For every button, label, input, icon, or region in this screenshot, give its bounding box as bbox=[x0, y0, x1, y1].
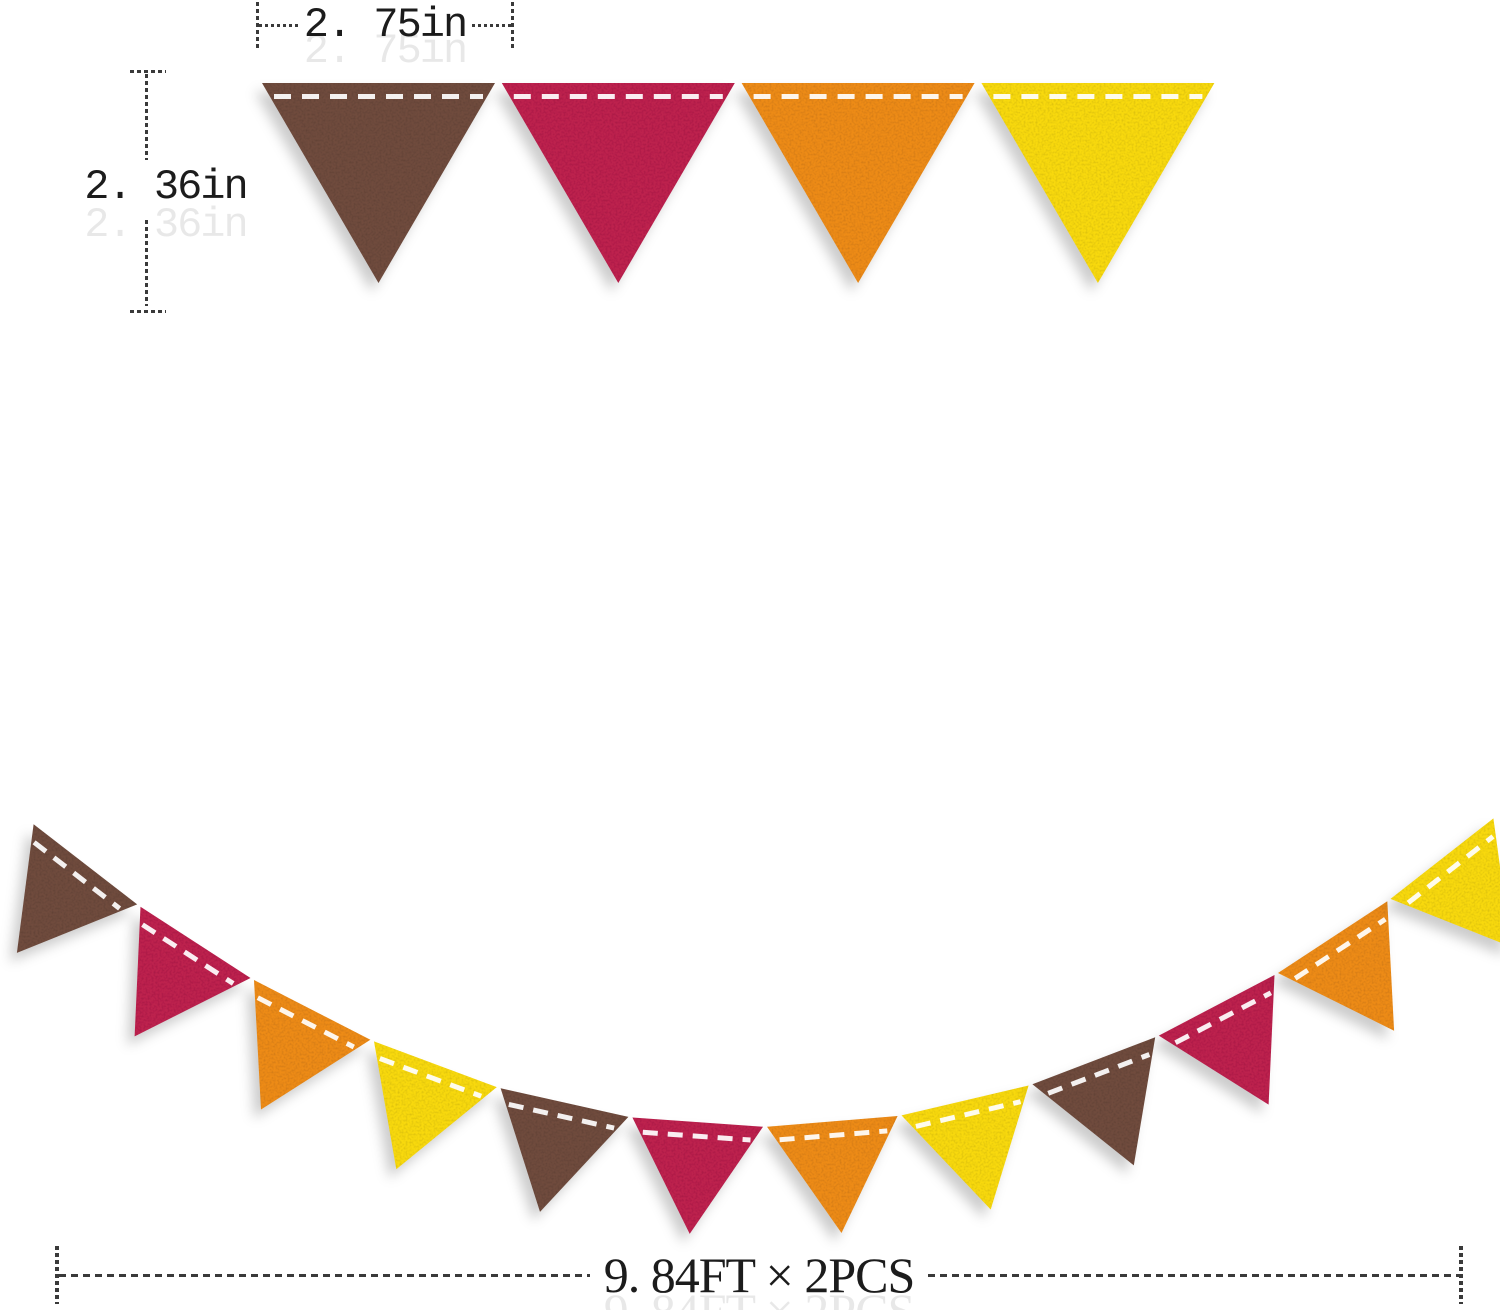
dimension-dotted-line bbox=[472, 23, 511, 27]
pennant-flag-orange bbox=[741, 83, 975, 283]
pennant-garland bbox=[16, 818, 1500, 1234]
banner-length-dimension: 9. 84FT × 2PCS bbox=[55, 1244, 1464, 1306]
stitch-line bbox=[642, 1129, 751, 1143]
dimension-dotted-line bbox=[145, 74, 148, 160]
stitch-line bbox=[141, 922, 235, 986]
pennant-shape bbox=[1032, 1037, 1156, 1166]
pennant-shape bbox=[134, 906, 251, 1037]
pennant-shape bbox=[1390, 818, 1500, 943]
dimension-dotted-line bbox=[259, 23, 298, 27]
dimension-dashed-line bbox=[59, 1273, 590, 1277]
pennant-shape bbox=[741, 83, 975, 283]
pennant-flag-orange bbox=[254, 980, 371, 1110]
pennant-shape bbox=[500, 1088, 629, 1212]
dimension-dashed-line bbox=[928, 1273, 1460, 1277]
stitch-line bbox=[779, 1128, 888, 1143]
pennant-flag-yellow bbox=[981, 83, 1215, 283]
flag-height-dimension: 2. 36in bbox=[78, 70, 253, 315]
dimension-left-tick bbox=[55, 1246, 59, 1304]
pennant-row bbox=[262, 83, 1215, 283]
pennant-shape bbox=[632, 1117, 763, 1234]
pennant-flag-red bbox=[501, 83, 735, 283]
pennant-flag-red bbox=[1158, 975, 1275, 1105]
pennant-flag-brown bbox=[1032, 1037, 1156, 1166]
pennant-flag-red bbox=[134, 906, 251, 1037]
pennant-flag-brown bbox=[262, 83, 495, 283]
dimension-top-tick bbox=[130, 70, 166, 73]
pennant-flag-orange bbox=[1278, 901, 1395, 1031]
pennant-flag-red bbox=[632, 1117, 763, 1234]
dimension-right-tick bbox=[1459, 1246, 1464, 1304]
stitch-line bbox=[32, 840, 122, 911]
pennant-flag-brown bbox=[16, 824, 138, 953]
stitch-line bbox=[1047, 1052, 1151, 1096]
pennant-flag-yellow bbox=[1390, 818, 1500, 943]
pennant-flag-orange bbox=[767, 1116, 898, 1233]
pennant-shape bbox=[262, 83, 495, 283]
dimension-left-tick bbox=[256, 2, 259, 48]
flag-height-label: 2. 36in bbox=[84, 163, 248, 211]
dimension-bottom-tick bbox=[130, 310, 166, 313]
flag-width-dimension: 2. 75in bbox=[256, 0, 514, 50]
pennant-flag-brown bbox=[500, 1088, 629, 1212]
stitch-line bbox=[256, 995, 355, 1050]
stitch-line bbox=[508, 1101, 615, 1131]
stitch-line bbox=[379, 1056, 483, 1099]
stitch-line bbox=[915, 1099, 1022, 1129]
pennant-shape bbox=[981, 83, 1215, 283]
pennant-flag-yellow bbox=[901, 1085, 1029, 1210]
pennant-shape bbox=[374, 1041, 497, 1170]
flag-width-label: 2. 75in bbox=[303, 1, 468, 49]
banner-length-label: 9. 84FT × 2PCS bbox=[603, 1247, 916, 1303]
pennant-shape bbox=[767, 1116, 898, 1233]
dimension-right-tick bbox=[511, 2, 514, 48]
pennant-flag-yellow bbox=[374, 1041, 497, 1170]
stitch-line bbox=[1293, 917, 1387, 981]
pennant-shape bbox=[16, 824, 138, 953]
pennant-shape bbox=[501, 83, 735, 283]
pennant-shape bbox=[1278, 901, 1395, 1031]
pennant-shape bbox=[901, 1085, 1029, 1210]
stitch-line bbox=[1406, 834, 1495, 905]
stitch-line bbox=[1174, 990, 1273, 1045]
dimension-dotted-line bbox=[145, 220, 148, 306]
